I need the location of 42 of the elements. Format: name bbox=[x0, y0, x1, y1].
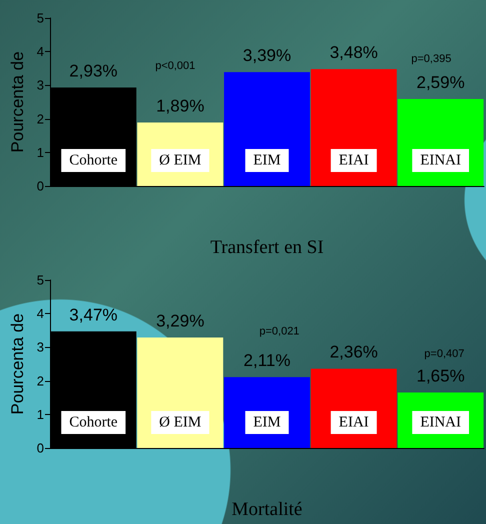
x-tick-label: EIAI bbox=[338, 414, 369, 430]
data-label: 2,59% bbox=[416, 72, 465, 92]
annotation: p=0,407 bbox=[424, 348, 464, 360]
y-tick-label: 3 bbox=[36, 340, 44, 355]
annotation: p=0,395 bbox=[411, 53, 452, 65]
y-tick-label: 0 bbox=[36, 440, 44, 456]
data-label: 2,93% bbox=[69, 62, 118, 81]
data-label: 3,39% bbox=[242, 46, 292, 66]
y-axis-title: Pourcenta de bbox=[8, 51, 27, 153]
bar bbox=[310, 69, 397, 186]
x-tick-label: Cohorte bbox=[69, 152, 118, 168]
x-tick-label: Ø EIM bbox=[159, 414, 202, 430]
y-tick-label: 3 bbox=[36, 78, 44, 93]
annotation: p=0,021 bbox=[259, 325, 300, 338]
data-label: 3,29% bbox=[156, 311, 204, 330]
data-label: 3,48% bbox=[330, 43, 378, 62]
y-tick-label: 2 bbox=[36, 373, 44, 388]
x-tick-label: EINAI bbox=[420, 152, 462, 168]
x-tick-label: EINAI bbox=[420, 414, 462, 430]
data-label: 2,11% bbox=[244, 351, 290, 370]
y-tick-label: 2 bbox=[36, 111, 44, 126]
y-axis-title: Pourcenta de bbox=[8, 313, 27, 415]
y-tick-label: 5 bbox=[36, 272, 44, 288]
x-axis-title: Mortalité bbox=[232, 499, 302, 520]
x-tick-label: Ø EIM bbox=[159, 152, 202, 168]
annotation: p<0,001 bbox=[155, 60, 196, 72]
x-tick-label: EIM bbox=[253, 414, 281, 430]
data-label: 1,65% bbox=[416, 366, 465, 386]
y-tick-label: 5 bbox=[36, 10, 44, 26]
y-tick-label: 1 bbox=[36, 406, 44, 422]
data-label: 2,36% bbox=[330, 342, 378, 362]
x-tick-label: EIM bbox=[253, 152, 281, 168]
bar bbox=[224, 72, 310, 186]
x-tick-label: Cohorte bbox=[69, 414, 118, 430]
data-label: 1,89% bbox=[156, 96, 204, 116]
data-label: 3,47% bbox=[69, 305, 118, 324]
x-tick-label: EIAI bbox=[338, 152, 369, 168]
x-axis-title: Transfert en SI bbox=[210, 237, 324, 258]
y-tick-label: 4 bbox=[36, 44, 44, 60]
y-tick-label: 0 bbox=[36, 178, 44, 194]
y-tick-label: 1 bbox=[36, 144, 44, 160]
y-tick-label: 4 bbox=[36, 306, 44, 322]
